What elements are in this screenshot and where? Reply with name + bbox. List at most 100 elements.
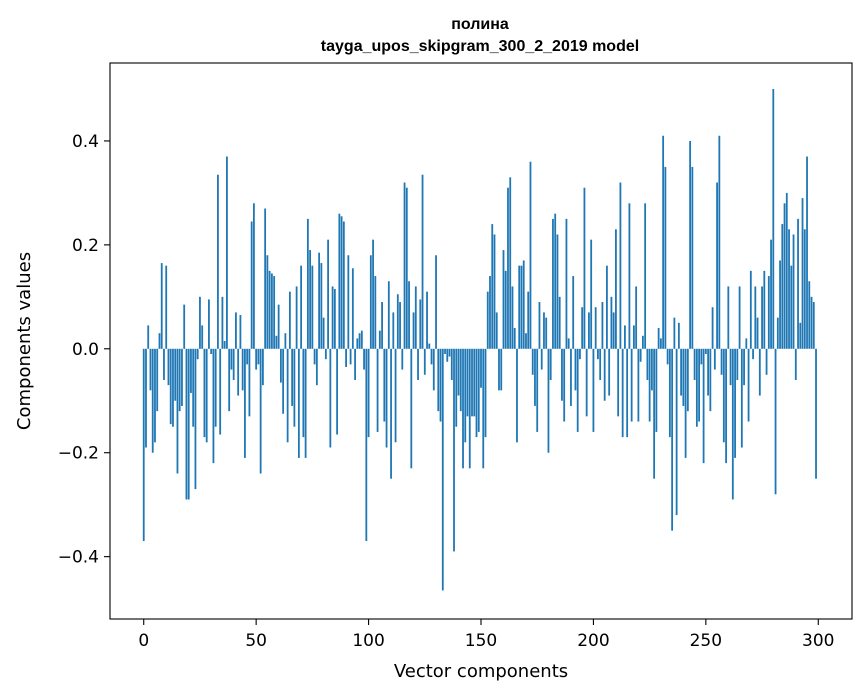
chart-title: полина <box>451 16 509 33</box>
bar-276 <box>763 270 766 349</box>
bar-205 <box>603 348 606 401</box>
bars-group <box>142 88 817 591</box>
bar-158 <box>498 348 500 391</box>
bar-63 <box>284 333 287 349</box>
bar-108 <box>385 348 388 448</box>
bar-265 <box>738 286 741 349</box>
bar-114 <box>399 302 401 349</box>
bar-290 <box>794 348 797 380</box>
bar-200 <box>592 348 595 432</box>
bar-187 <box>563 348 566 422</box>
bar-225 <box>648 348 651 422</box>
x-tick-label: 0 <box>138 631 149 651</box>
bar-293 <box>801 198 804 349</box>
bar-111 <box>392 312 395 349</box>
bar-160 <box>502 250 505 349</box>
bar-124 <box>421 174 424 349</box>
bar-164 <box>511 286 514 349</box>
bar-2 <box>147 325 150 349</box>
bar-208 <box>610 296 613 349</box>
bar-83 <box>329 348 332 448</box>
bar-28 <box>205 348 208 443</box>
bar-178 <box>543 312 545 349</box>
bar-100 <box>367 348 370 438</box>
bar-173 <box>531 348 534 375</box>
bar-113 <box>396 294 399 349</box>
bar-255 <box>716 182 718 349</box>
bar-220 <box>637 348 640 422</box>
bar-78 <box>318 252 321 349</box>
bar-218 <box>633 325 635 349</box>
bar-181 <box>549 348 552 380</box>
bar-94 <box>354 348 356 380</box>
bar-129 <box>432 348 435 391</box>
bar-284 <box>781 224 784 349</box>
bar-138 <box>453 348 455 552</box>
bar-53 <box>262 348 264 386</box>
bar-297 <box>810 296 813 349</box>
bar-17 <box>181 348 183 406</box>
bar-154 <box>489 276 491 349</box>
bar-39 <box>230 348 233 370</box>
bar-198 <box>588 312 590 349</box>
bar-252 <box>709 348 712 412</box>
bar-126 <box>426 291 428 349</box>
bar-34 <box>219 348 222 435</box>
bar-238 <box>677 322 680 349</box>
bar-66 <box>291 348 294 406</box>
bar-42 <box>237 348 240 396</box>
bar-224 <box>646 348 649 380</box>
bar-256 <box>718 135 721 349</box>
bar-33 <box>217 174 219 349</box>
bar-197 <box>585 348 588 417</box>
bar-166 <box>516 348 518 443</box>
bar-121 <box>414 286 417 349</box>
bar-199 <box>590 239 593 349</box>
chart-subtitle: tayga_upos_skipgram_300_2_2019 model <box>321 38 639 55</box>
bar-150 <box>480 348 482 388</box>
bar-258 <box>722 348 725 443</box>
bar-64 <box>286 348 289 443</box>
bar-155 <box>491 224 494 349</box>
bar-171 <box>527 291 530 349</box>
bar-51 <box>257 348 260 365</box>
bar-257 <box>720 348 723 375</box>
bar-125 <box>423 348 426 375</box>
bar-277 <box>765 348 768 375</box>
bar-67 <box>293 348 296 427</box>
bar-69 <box>297 348 300 458</box>
bar-90 <box>345 348 347 367</box>
bar-75 <box>311 265 314 349</box>
bar-281 <box>774 348 777 495</box>
bar-133 <box>441 348 444 591</box>
bar-282 <box>776 317 779 349</box>
bar-95 <box>356 338 359 349</box>
bar-183 <box>554 213 557 349</box>
bar-31 <box>212 348 215 464</box>
bar-264 <box>736 348 739 380</box>
bar-77 <box>315 348 318 386</box>
bar-250 <box>704 348 707 354</box>
bar-176 <box>538 302 541 349</box>
bar-222 <box>641 335 644 349</box>
bar-72 <box>304 348 307 458</box>
bar-223 <box>644 203 647 349</box>
bar-244 <box>691 166 694 349</box>
bar-232 <box>664 166 667 349</box>
bar-120 <box>412 312 415 349</box>
y-tick-label: 0.4 <box>72 132 99 152</box>
bar-105 <box>378 330 381 349</box>
bar-204 <box>601 302 604 349</box>
bar-57 <box>270 273 273 349</box>
bar-38 <box>228 348 231 412</box>
bar-182 <box>552 218 554 349</box>
bar-175 <box>536 348 539 432</box>
bar-230 <box>659 338 662 349</box>
bar-286 <box>785 192 788 349</box>
bar-214 <box>624 325 626 349</box>
bar-3 <box>149 348 152 391</box>
bar-119 <box>410 348 413 469</box>
bar-213 <box>621 348 624 438</box>
bar-19 <box>185 348 188 500</box>
